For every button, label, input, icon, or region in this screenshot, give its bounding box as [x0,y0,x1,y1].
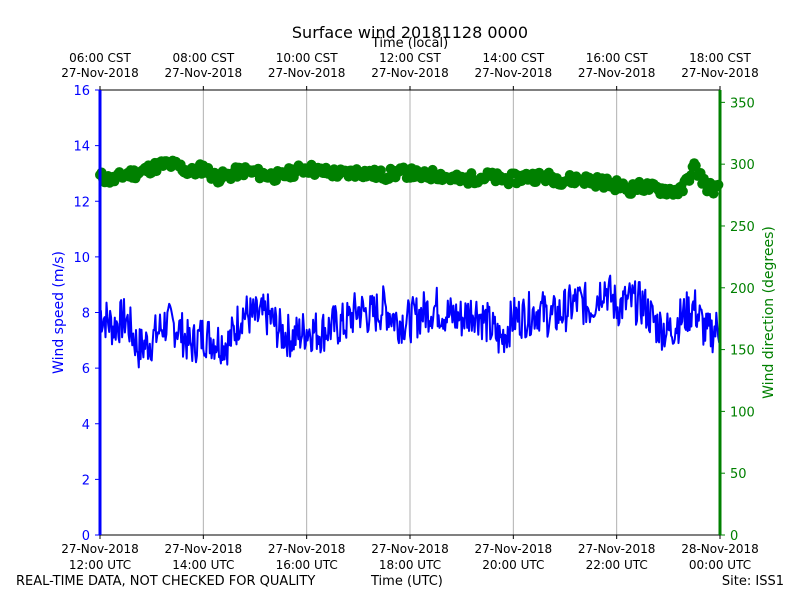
bottom-tick-date: 27-Nov-2018 [165,542,243,556]
top-tick-time: 10:00 CST [276,51,338,65]
top-tick-time: 08:00 CST [172,51,234,65]
bottom-tick-time: 16:00 UTC [276,558,338,572]
left-tick-label: 16 [73,84,90,99]
axis-labels: 0 2 4 6 8 10 12 14 16 0 50 100 150 200 250 300 350 27-Nov… [51,51,777,572]
bottom-tick-time: 20:00 UTC [482,558,544,572]
left-tick-label: 2 [82,473,90,488]
wind-direction-marker [375,165,386,176]
bottom-tick-time: 14:00 UTC [172,558,234,572]
left-tick-label: 6 [82,362,90,377]
right-axis-title: Wind direction (degrees) [761,226,777,399]
right-tick-label: 50 [730,467,747,482]
right-tick-label: 0 [730,529,738,544]
bottom-tick-date: 28-Nov-2018 [681,542,759,556]
chart-title: Surface wind 20181128 0000 [292,23,528,42]
top-tick-date: 27-Nov-2018 [165,66,243,80]
left-tick-label: 14 [73,140,90,155]
left-tick-label: 10 [73,251,90,266]
top-tick-date: 27-Nov-2018 [475,66,553,80]
axes [95,86,725,539]
wind-direction-marker [677,186,688,197]
bottom-tick-date: 27-Nov-2018 [61,542,139,556]
bottom-tick-date: 27-Nov-2018 [268,542,346,556]
bottom-tick-time: 12:00 UTC [69,558,131,572]
bottom-tick-date: 27-Nov-2018 [578,542,656,556]
bottom-axis-label: Time (UTC) [371,574,443,589]
left-tick-label: 4 [82,418,90,433]
wind-direction-series [95,155,724,200]
right-tick-label: 350 [730,96,755,111]
right-tick-label: 100 [730,405,755,420]
bottom-tick-time: 00:00 UTC [689,558,751,572]
right-tick-label: 300 [730,158,755,173]
wind-speed-line [99,274,721,369]
top-tick-date: 27-Nov-2018 [61,66,139,80]
wind-speed-series [99,274,721,369]
left-tick-label: 0 [82,529,90,544]
bottom-tick-date: 27-Nov-2018 [475,542,553,556]
right-tick-label: 250 [730,220,755,235]
top-tick-date: 27-Nov-2018 [371,66,449,80]
left-tick-label: 12 [73,195,90,210]
quality-note: REAL-TIME DATA, NOT CHECKED FOR QUALITY [16,574,316,589]
top-tick-date: 27-Nov-2018 [268,66,346,80]
top-tick-date: 27-Nov-2018 [681,66,759,80]
right-tick-label: 200 [730,282,755,297]
top-tick-time: 14:00 CST [482,51,544,65]
right-tick-label: 150 [730,344,755,359]
top-axis-label: Time (local) [371,36,448,51]
top-tick-time: 18:00 CST [689,51,751,65]
left-axis-title: Wind speed (m/s) [51,251,67,374]
site-label: Site: ISS1 [721,574,784,589]
wind-direction-marker [713,179,724,190]
top-tick-time: 06:00 CST [69,51,131,65]
left-tick-label: 8 [82,307,90,322]
top-tick-time: 12:00 CST [379,51,441,65]
wind-direction-marker [690,160,701,171]
bottom-tick-time: 18:00 UTC [379,558,441,572]
bottom-tick-date: 27-Nov-2018 [371,542,449,556]
bottom-tick-time: 22:00 UTC [586,558,648,572]
top-tick-time: 16:00 CST [586,51,648,65]
wind-direction-marker [271,175,281,186]
top-tick-date: 27-Nov-2018 [578,66,656,80]
